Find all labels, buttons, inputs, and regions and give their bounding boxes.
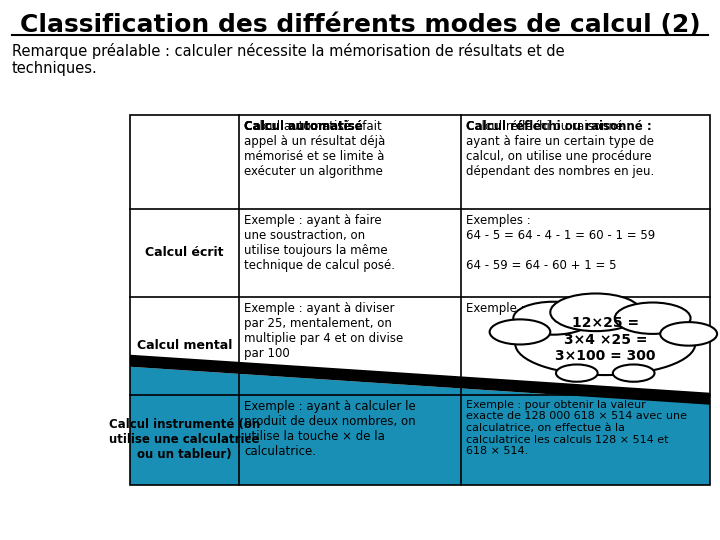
Ellipse shape xyxy=(550,294,642,331)
Text: Exemple : ayant à diviser
par 25, mentalement, on
multiplie par 4 et on divise
p: Exemple : ayant à diviser par 25, mental… xyxy=(244,302,403,360)
Ellipse shape xyxy=(556,364,598,382)
Text: Exemples :
64 - 5 = 64 - 4 - 1 = 60 - 1 = 59

64 - 59 = 64 - 60 + 1 = 5: Exemples : 64 - 5 = 64 - 4 - 1 = 60 - 1 … xyxy=(466,214,655,272)
Text: Calcul écrit: Calcul écrit xyxy=(145,246,224,259)
Text: Calcul automatisé: Calcul automatisé xyxy=(244,120,363,133)
Text: Exemple :: Exemple : xyxy=(466,302,524,315)
Ellipse shape xyxy=(513,302,593,335)
Text: Calcul automatisé : fait
appel à un résultat déjà
mémorisé et se limite à
exécut: Calcul automatisé : fait appel à un résu… xyxy=(244,120,385,178)
Polygon shape xyxy=(130,367,710,485)
Polygon shape xyxy=(130,355,710,404)
Text: Remarque préalable : calculer nécessite la mémorisation de résultats et de
techn: Remarque préalable : calculer nécessite … xyxy=(12,43,564,76)
Text: Calcul réfléchi ou raisonné :: Calcul réfléchi ou raisonné : xyxy=(466,120,652,133)
Text: Calcul réfléchi ou raisonné :
ayant à faire un certain type de
calcul, on utilis: Calcul réfléchi ou raisonné : ayant à fa… xyxy=(466,120,654,178)
Text: Exemple : ayant à calculer le
produit de deux nombres, on
utilise la touche × de: Exemple : ayant à calculer le produit de… xyxy=(244,400,415,458)
Bar xyxy=(130,115,710,485)
Bar xyxy=(130,395,710,485)
Ellipse shape xyxy=(615,302,690,334)
Ellipse shape xyxy=(490,319,550,345)
Text: Calcul instrumenté (on
utilise une calculatrice
ou un tableur): Calcul instrumenté (on utilise une calcu… xyxy=(109,418,260,461)
Text: Classification des différents modes de calcul (2): Classification des différents modes de c… xyxy=(19,13,701,37)
Ellipse shape xyxy=(613,364,654,382)
Text: Exemple : ayant à faire
une soustraction, on
utilise toujours la même
technique : Exemple : ayant à faire une soustraction… xyxy=(244,214,395,272)
Ellipse shape xyxy=(516,312,696,375)
Ellipse shape xyxy=(660,322,717,346)
Text: 12×25 =
3×4 ×25 =
3×100 = 300: 12×25 = 3×4 ×25 = 3×100 = 300 xyxy=(555,316,655,363)
Text: Exemple : pour obtenir la valeur
exacte de 128 000 618 × 514 avec une
calculatri: Exemple : pour obtenir la valeur exacte … xyxy=(466,400,687,456)
Text: Calcul mental: Calcul mental xyxy=(137,339,233,352)
Text: Calcul automatisé: Calcul automatisé xyxy=(244,120,363,133)
